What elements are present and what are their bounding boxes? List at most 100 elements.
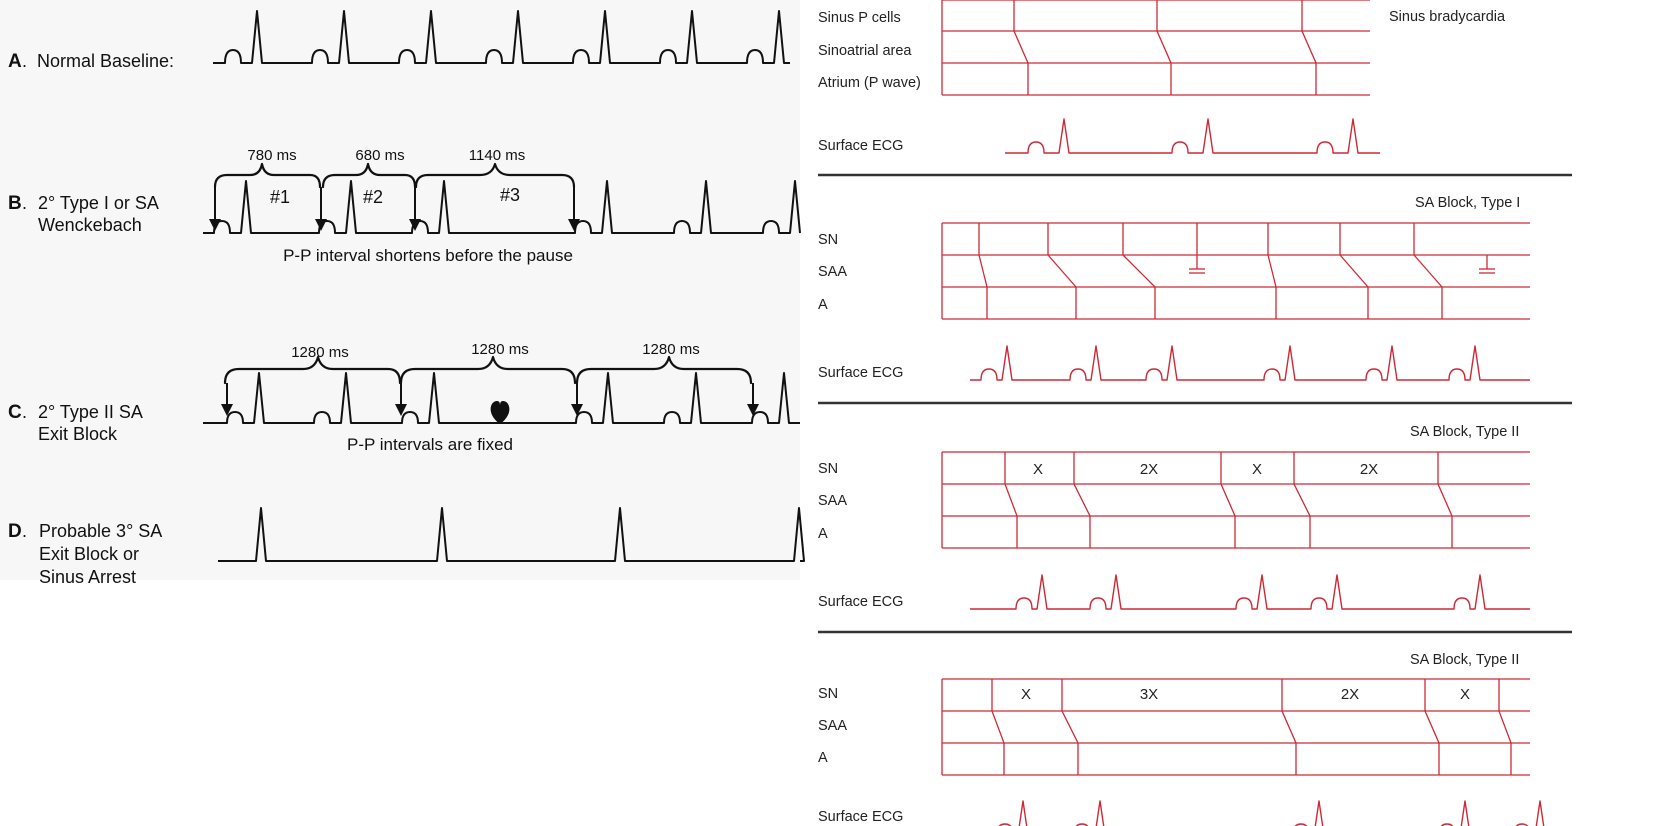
svg-text:.: . [22, 51, 27, 71]
panel-a-label: Normal Baseline: [37, 51, 174, 71]
surface-ecg-trace [1005, 118, 1380, 154]
ladder-row-label: SN [818, 232, 838, 248]
ladder-row-label: SAA [818, 718, 847, 734]
ladder-row-label: A [818, 750, 828, 766]
ladder-title: SA Block, Type I [1415, 195, 1520, 211]
ladder-panel-sinus-bradycardia: Sinus bradycardia Sinus P cells Sinoatri… [818, 0, 1506, 154]
panel-c-label-line1: 2° Type II SA [38, 402, 143, 422]
ladder-title: Sinus bradycardia [1389, 9, 1506, 25]
panel-d: D . Probable 3° SA Exit Block or Sinus A… [8, 507, 805, 587]
p-wave-arrow [209, 187, 221, 231]
p-wave-arrow [395, 383, 407, 416]
ladder-line [1013, 30, 1029, 64]
interval-brace-1 [223, 355, 402, 385]
svg-text:.: . [22, 193, 27, 213]
ladder-line [1061, 710, 1079, 744]
interval-label-2: 1280 ms [471, 341, 529, 358]
surface-ecg-label: Surface ECG [818, 138, 903, 154]
surface-ecg-label: Surface ECG [818, 809, 903, 825]
ladder-row-label: SN [818, 686, 838, 702]
ladder-line [1073, 483, 1091, 517]
svg-text:.: . [22, 402, 27, 422]
panel-b-label-line2: Wenckebach [38, 215, 142, 235]
ladder-line [1281, 710, 1297, 744]
panel-c-letter: C [8, 402, 22, 423]
panel-c-note: P-P intervals are fixed [347, 435, 513, 454]
ladder-panel-sa-block-type-ii-b: SA Block, Type II SN SAA A Surface ECG X… [818, 652, 1545, 826]
ladder-line [991, 710, 1005, 744]
p-wave-arrow [221, 383, 233, 416]
ladder-row-label: SAA [818, 264, 847, 280]
p-wave-arrow [747, 383, 759, 416]
block-count-label: 2X [1140, 461, 1158, 478]
beat-label-3: #3 [500, 185, 520, 205]
ladder-line [1122, 254, 1156, 288]
block-count-label: X [1460, 686, 1470, 703]
ladder-row-label: SN [818, 461, 838, 477]
interval-brace-2 [321, 162, 417, 189]
p-wave-arrow [315, 187, 327, 231]
panel-d-ecg-trace [218, 507, 805, 562]
interval-label-3: 1140 ms [469, 147, 525, 164]
interval-label-3: 1280 ms [642, 341, 700, 358]
panel-c-ecg-trace [203, 372, 800, 424]
ladder-line [1156, 30, 1172, 64]
panel-a-letter: A [8, 51, 22, 72]
panel-d-label-line2: Exit Block or [39, 544, 139, 564]
surface-ecg-label: Surface ECG [818, 594, 903, 610]
panel-d-label-line1: Probable 3° SA [39, 521, 162, 541]
p-wave-arrow [568, 187, 580, 231]
panel-c: C . 2° Type II SA Exit Block 1280 ms 128… [8, 341, 800, 454]
ladder-line [1267, 254, 1277, 288]
ladder-row-label: A [818, 526, 828, 542]
panel-b-note: P-P interval shortens before the pause [283, 246, 573, 265]
ladder-line [1004, 483, 1018, 517]
ladder-line [1339, 254, 1369, 288]
heart-icon [490, 401, 510, 424]
panel-b: B . 2° Type I or SA Wenckebach 780 ms 68… [8, 147, 801, 265]
block-count-label: X [1033, 461, 1043, 478]
ladder-row-label: Atrium (P wave) [818, 75, 921, 91]
ladder-row-label: Sinoatrial area [818, 43, 912, 59]
ladder-grid [941, 678, 1530, 776]
surface-ecg-trace [970, 574, 1530, 610]
ladder-line [1220, 483, 1236, 517]
left-panel-background [0, 0, 800, 580]
ladder-row-label: A [818, 297, 828, 313]
ladder-title: SA Block, Type II [1410, 424, 1519, 440]
interval-brace-2 [399, 355, 577, 385]
ladder-grid [941, 451, 1530, 549]
interval-label-2: 680 ms [355, 147, 404, 164]
surface-ecg-trace [998, 800, 1545, 826]
block-count-label: 2X [1341, 686, 1359, 703]
ladder-grid [941, 0, 1370, 96]
panel-c-label-line2: Exit Block [38, 424, 118, 444]
beat-label-2: #2 [363, 187, 383, 207]
ladder-line [1047, 254, 1077, 288]
ladder-panel-sa-block-type-ii-a: SA Block, Type II SN SAA A Surface ECG X… [818, 424, 1530, 610]
ladder-line [1498, 710, 1512, 744]
beat-label-1: #1 [270, 187, 290, 207]
ladder-row-label: SAA [818, 493, 847, 509]
interval-label-1: 1280 ms [291, 344, 349, 361]
panel-b-ecg-trace [203, 180, 801, 234]
ladder-line [1437, 483, 1453, 517]
ladder-line [1293, 483, 1311, 517]
interval-label-1: 780 ms [247, 147, 296, 164]
ladder-line [1424, 710, 1440, 744]
panel-b-label-line1: 2° Type I or SA [38, 193, 159, 213]
panel-a-ecg-trace [213, 10, 790, 64]
ladder-panel-sa-block-type-i: SA Block, Type I SN SAA A Surface ECG [818, 195, 1530, 381]
svg-text:.: . [22, 521, 27, 541]
interval-brace-1 [213, 162, 322, 189]
surface-ecg-label: Surface ECG [818, 365, 903, 381]
p-wave-arrow [571, 383, 583, 416]
interval-brace-3 [414, 162, 576, 189]
panel-a: A . Normal Baseline: [8, 10, 790, 72]
panel-b-letter: B [8, 193, 22, 214]
block-count-label: 3X [1140, 686, 1158, 703]
p-wave-arrow [409, 187, 421, 231]
ladder-line [1413, 254, 1443, 288]
ladder-line [978, 254, 988, 288]
